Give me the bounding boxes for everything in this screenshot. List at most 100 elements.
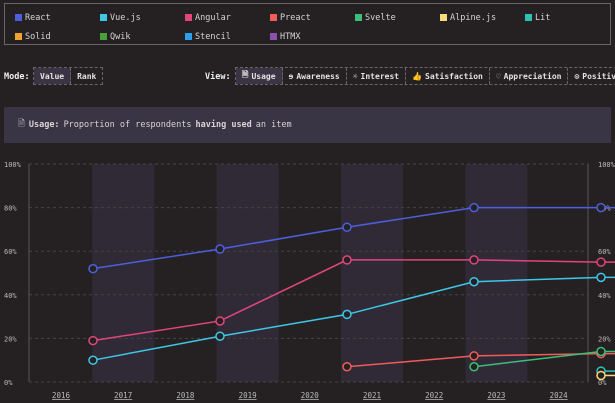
legend-item[interactable]: Lit xyxy=(525,8,610,27)
data-point-alpine.js xyxy=(596,370,606,381)
legend-label: Stencil xyxy=(195,31,231,42)
data-point-vue.js xyxy=(596,272,606,283)
thumbs-up-icon: 👍 xyxy=(412,71,423,81)
legend-swatch xyxy=(100,14,107,21)
data-point-vue.js xyxy=(88,355,98,365)
legend-label: Qwik xyxy=(110,31,131,42)
year-band xyxy=(216,164,279,382)
y-tick-left: 20% xyxy=(4,335,17,343)
y-tick-left: 0% xyxy=(4,379,13,387)
mode-rank-button[interactable]: Rank xyxy=(77,71,97,81)
view-button-label: Positivity xyxy=(582,71,615,81)
view-interest-button[interactable]: ☼ Interest xyxy=(347,68,407,84)
legend-label: Svelte xyxy=(365,12,396,23)
view-awareness-button[interactable]: ɘ Awareness xyxy=(283,68,347,84)
data-point-react xyxy=(469,202,479,213)
legend-swatch xyxy=(525,14,532,21)
x-tick: 2024 xyxy=(550,391,569,400)
x-tick: 2019 xyxy=(239,391,257,400)
x-tick: 2017 xyxy=(114,391,132,400)
y-tick-left: 40% xyxy=(4,292,17,300)
info-bold: having used xyxy=(195,120,252,130)
data-point-svelte xyxy=(596,346,606,357)
data-point-svelte xyxy=(469,361,479,372)
legend-item[interactable]: Angular xyxy=(185,8,270,27)
view-toggle: 🗎 Usage ɘ Awareness ☼ Interest 👍 Satisfaction ♡ A… xyxy=(235,67,615,85)
data-point-react xyxy=(342,222,352,232)
data-point-preact xyxy=(342,361,352,372)
data-point-vue.js xyxy=(342,309,352,320)
legend-swatch xyxy=(440,14,447,21)
legend-label: Alpine.js xyxy=(450,12,497,23)
legend-item[interactable]: Svelte xyxy=(355,8,440,27)
document-icon: 🗎 xyxy=(242,70,249,79)
legend-label: React xyxy=(25,12,51,23)
legend-swatch xyxy=(15,33,22,40)
info-text-end: an item xyxy=(255,120,292,130)
legend: React Vue.js Angular Preact Svelte Alpine.js L… xyxy=(4,3,611,45)
legend-item[interactable]: HTMX xyxy=(270,27,355,46)
legend-label: Vue.js xyxy=(110,12,141,23)
document-icon: 🗎 xyxy=(18,119,25,129)
view-button-label: Usage xyxy=(251,71,276,81)
usage-line-chart: 0%0%20%20%40%40%60%60%80%80%100%100%2016… xyxy=(4,161,615,400)
data-point-angular xyxy=(88,335,98,346)
series-line-svelte xyxy=(473,350,602,368)
lightbulb-icon: ☼ xyxy=(352,71,358,81)
y-tick-right: 60% xyxy=(598,248,611,256)
legend-swatch xyxy=(270,14,277,21)
info-banner: 🗎 Usage: Proportion of respondents havin… xyxy=(4,107,611,143)
x-tick: 2020 xyxy=(301,391,320,400)
view-button-label: Interest xyxy=(360,71,400,81)
y-tick-left: 80% xyxy=(4,205,17,213)
legend-swatch xyxy=(100,33,107,40)
data-point-angular xyxy=(469,255,479,265)
heart-icon: ♡ xyxy=(495,71,501,81)
legend-item[interactable]: Vue.js xyxy=(100,8,185,27)
view-appreciation-button[interactable]: ♡ Appreciation xyxy=(490,68,569,84)
x-tick: 2023 xyxy=(487,391,505,400)
data-point-vue.js xyxy=(215,331,225,341)
legend-swatch xyxy=(355,14,362,21)
y-tick-right: 0% xyxy=(598,379,607,387)
legend-swatch xyxy=(185,14,192,21)
y-tick-right: 20% xyxy=(598,335,611,343)
y-tick-left: 100% xyxy=(4,161,22,169)
view-label: View: xyxy=(205,72,231,82)
legend-label: Preact xyxy=(280,12,311,23)
legend-swatch xyxy=(270,33,277,40)
legend-item[interactable]: React xyxy=(15,8,100,27)
data-point-angular xyxy=(342,255,352,265)
data-point-preact xyxy=(469,351,479,361)
mode-value-button[interactable]: Value xyxy=(34,68,72,84)
legend-item[interactable]: Qwik xyxy=(100,27,185,46)
legend-item[interactable]: Preact xyxy=(270,8,355,27)
info-title: Usage: xyxy=(28,120,60,130)
view-usage-button[interactable]: 🗎 Usage xyxy=(236,68,283,84)
year-band xyxy=(465,164,528,382)
y-tick-right: 40% xyxy=(598,292,611,300)
legend-label: Lit xyxy=(535,12,551,23)
data-point-angular xyxy=(215,316,225,326)
mode-label: Mode: xyxy=(4,72,30,82)
data-point-vue.js xyxy=(469,276,479,287)
legend-label: HTMX xyxy=(280,31,301,42)
view-button-label: Appreciation xyxy=(503,71,562,81)
data-point-react xyxy=(596,202,606,213)
y-tick-left: 60% xyxy=(4,248,17,256)
legend-swatch xyxy=(185,33,192,40)
data-point-angular xyxy=(596,257,606,267)
view-button-label: Awareness xyxy=(296,71,340,81)
x-tick: 2022 xyxy=(425,391,443,400)
legend-item[interactable]: Alpine.js xyxy=(440,8,525,27)
view-positivity-button[interactable]: ⊙Positivity xyxy=(568,68,615,84)
view-satisfaction-button[interactable]: 👍 Satisfaction xyxy=(406,68,490,84)
legend-item[interactable]: Solid xyxy=(15,27,100,46)
legend-swatch xyxy=(15,14,22,21)
x-tick: 2021 xyxy=(363,391,381,400)
positivity-icon: ⊙ xyxy=(574,71,580,81)
year-band xyxy=(341,164,403,382)
year-band xyxy=(92,164,155,382)
legend-item[interactable]: Stencil xyxy=(185,27,270,46)
info-text: Proportion of respondents xyxy=(63,120,192,130)
